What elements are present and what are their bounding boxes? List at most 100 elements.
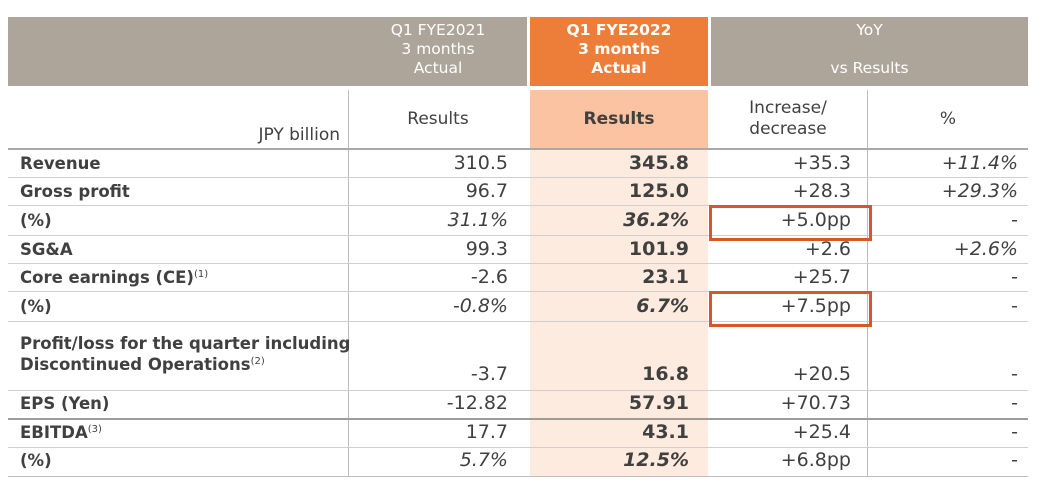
highlight-box	[709, 205, 872, 241]
cell-diff: +70.73	[780, 392, 851, 414]
table-row: EBITDA(3) 17.7 43.1 +25.4 -	[8, 420, 1028, 447]
header-yoy: YoY vs Results	[711, 21, 1028, 78]
cell-diff: +7.5pp	[780, 295, 851, 317]
header-fy21-line2: 3 months	[401, 40, 475, 58]
unit-label: JPY billion	[258, 124, 340, 145]
cell-pct: +11.4%	[941, 152, 1018, 174]
row-label: (%)	[20, 451, 52, 470]
cell-fy22: 43.1	[642, 421, 689, 443]
header-fy22-line2: 3 months	[578, 40, 660, 58]
table-row: Gross profit 96.7 125.0 +28.3 +29.3%	[8, 179, 1028, 205]
table-row: Core earnings (CE)(1) -2.6 23.1 +25.7 -	[8, 265, 1028, 291]
cell-pct: -	[1011, 421, 1018, 443]
cell-pct: -	[1011, 392, 1018, 414]
table-row: EPS (Yen) -12.82 57.91 +70.73 -	[8, 391, 1028, 418]
header-fy21-line1: Q1 FYE2021	[390, 21, 486, 39]
grid-vline	[348, 90, 349, 477]
subheader-fy21-results: Results	[407, 108, 469, 129]
cell-fy22: 36.2%	[623, 209, 689, 231]
table-row: (%) -0.8% 6.7% +7.5pp -	[8, 293, 1028, 321]
cell-fy21: -2.6	[470, 266, 508, 288]
row-rule	[8, 447, 1028, 448]
row-label: SG&A	[20, 240, 73, 259]
cell-fy22: 23.1	[642, 266, 689, 288]
cell-diff: +35.3	[792, 152, 851, 174]
cell-fy22: 345.8	[628, 152, 689, 174]
cell-fy22: 101.9	[628, 238, 689, 260]
subheader-percent: %	[939, 108, 957, 129]
cell-pct: -	[1011, 449, 1018, 471]
row-rule	[8, 205, 1028, 206]
row-label: Gross profit	[20, 182, 130, 201]
cell-fy21: 310.5	[453, 152, 508, 174]
cell-fy22: 125.0	[628, 180, 689, 202]
cell-diff: +25.4	[792, 421, 851, 443]
cell-diff: +5.0pp	[780, 209, 851, 231]
row-rule	[8, 321, 1028, 322]
ebitda-top-rule	[8, 418, 1028, 420]
header-fy22-line1: Q1 FYE2022	[566, 21, 672, 39]
header-fy22: Q1 FYE2022 3 months Actual	[530, 21, 708, 78]
row-label: EBITDA(3)	[20, 423, 102, 442]
table-row: SG&A 99.3 101.9 +2.6 +2.6%	[8, 237, 1028, 263]
subheader-fy22-results: Results	[583, 108, 655, 129]
cell-pct: +29.3%	[941, 180, 1018, 202]
header-fy22-cell	[530, 17, 708, 86]
header-band	[8, 17, 1028, 86]
cell-fy22: 16.8	[642, 363, 689, 385]
table-bottom-rule	[8, 476, 1028, 477]
row-label: (%)	[20, 297, 52, 316]
table-row: (%) 31.1% 36.2% +5.0pp -	[8, 207, 1028, 235]
row-rule	[8, 390, 1028, 391]
row-label-text: Discontinued Operations	[20, 355, 251, 374]
cell-pct: +2.6%	[953, 238, 1018, 260]
cell-fy21: 96.7	[465, 180, 508, 202]
cell-fy22: 12.5%	[623, 449, 689, 471]
cell-diff: +2.6	[804, 238, 851, 260]
subheader-increase-decrease: Increase/ decrease	[749, 98, 827, 139]
cell-fy22: 6.7%	[636, 295, 689, 317]
row-label: Revenue	[20, 154, 101, 173]
header-fy21: Q1 FYE2021 3 months Actual	[348, 21, 528, 78]
footnote-marker: (2)	[250, 356, 265, 367]
header-yoy-subtitle: vs Results	[830, 59, 909, 77]
row-label: Profit/loss for the quarter including	[20, 334, 351, 353]
row-rule	[8, 291, 1028, 292]
header-fy22-line3: Actual	[591, 59, 647, 77]
row-rule	[8, 263, 1028, 264]
cell-diff: +25.7	[792, 266, 851, 288]
cell-pct: -	[1011, 209, 1018, 231]
subheader-bottom-rule	[8, 148, 1028, 150]
header-fy21-line3: Actual	[413, 59, 463, 77]
table-row: Revenue 310.5 345.8 +35.3 +11.4%	[8, 151, 1028, 177]
row-label: Core earnings (CE)(1)	[20, 268, 208, 287]
cell-fy21: -12.82	[446, 392, 508, 414]
cell-diff: +20.5	[792, 363, 851, 385]
cell-pct: -	[1011, 363, 1018, 385]
row-label-text: EBITDA	[20, 423, 88, 442]
cell-fy21: -0.8%	[452, 295, 508, 317]
cell-pct: -	[1011, 266, 1018, 288]
row-label: EPS (Yen)	[20, 394, 110, 413]
fy22-column-tint	[530, 150, 708, 477]
header-separator	[708, 17, 711, 86]
header-separator	[527, 17, 530, 86]
cell-fy21: 99.3	[465, 238, 508, 260]
highlight-box	[709, 291, 872, 327]
cell-fy21: 17.7	[465, 421, 508, 443]
cell-diff: +6.8pp	[780, 449, 851, 471]
table-row: Profit/loss for the quarter including Di…	[8, 323, 1028, 390]
cell-fy21: 31.1%	[447, 209, 508, 231]
cell-fy21: -3.7	[470, 363, 508, 385]
cell-pct: -	[1011, 295, 1018, 317]
cell-fy22: 57.91	[628, 392, 689, 414]
fy22-subheader-cell	[530, 90, 708, 148]
footnote-marker: (3)	[87, 424, 102, 435]
row-label-text: Core earnings (CE)	[20, 268, 194, 287]
header-yoy-title: YoY	[856, 21, 883, 39]
footnote-marker: (1)	[193, 269, 209, 280]
row-rule	[8, 177, 1028, 178]
row-rule	[8, 235, 1028, 236]
cell-fy21: 5.7%	[459, 449, 508, 471]
table-row: (%) 5.7% 12.5% +6.8pp -	[8, 448, 1028, 476]
